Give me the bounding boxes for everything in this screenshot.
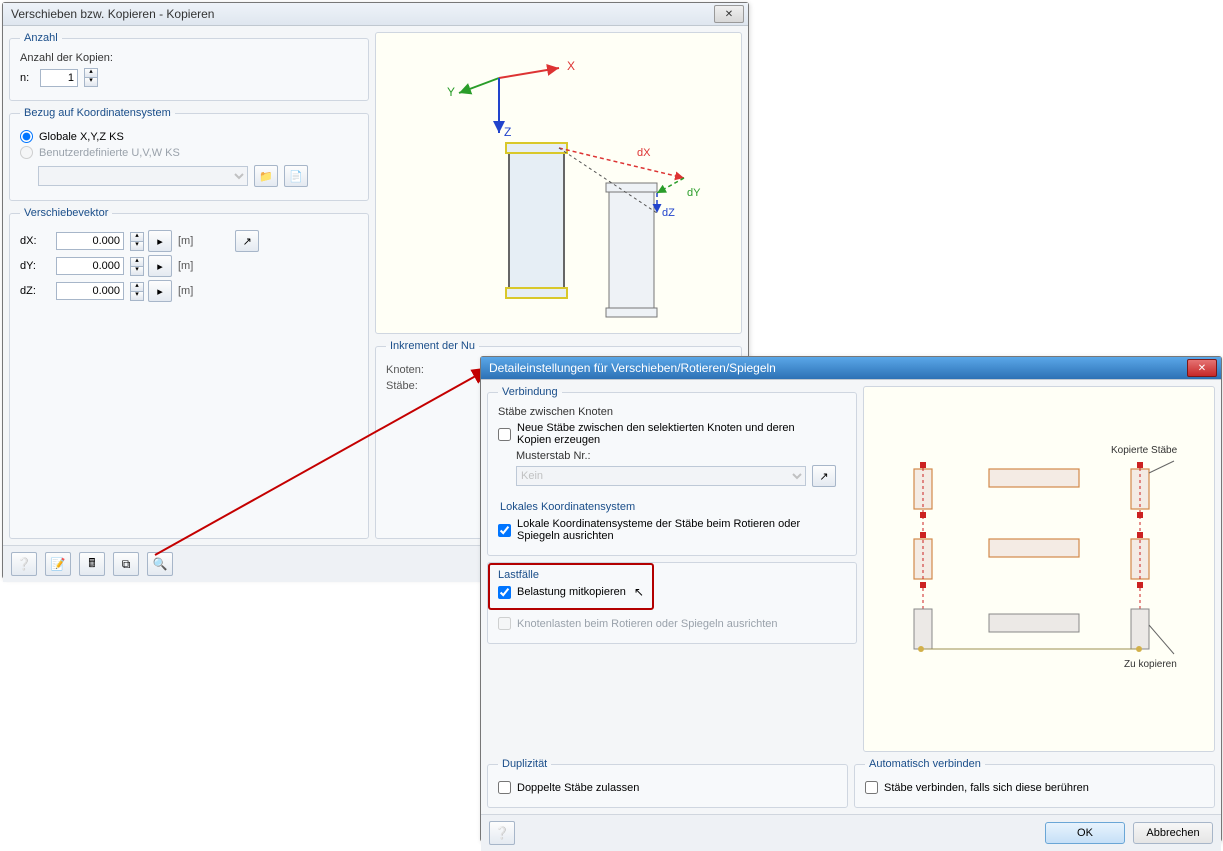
n-spinner[interactable]: ▴▾ (84, 68, 96, 87)
svg-text:X: X (567, 59, 575, 73)
checkbox-create-new-members-label: Neue Stäbe zwischen den selektierten Kno… (517, 422, 817, 446)
calculator-icon[interactable]: 🖩 (79, 552, 105, 576)
checkbox-create-new-members[interactable] (498, 428, 511, 441)
load-cases-legend: Lastfälle (498, 569, 644, 581)
knoten-label: Knoten: (386, 364, 438, 376)
help-icon[interactable]: ❔ (489, 821, 515, 845)
dz-select-icon[interactable]: ▸ (148, 280, 172, 302)
cancel-button[interactable]: Abbrechen (1133, 822, 1213, 844)
checkbox-auto-connect[interactable] (865, 781, 878, 794)
properties-icon[interactable]: 📄 (284, 165, 308, 187)
detail-settings-footer: ❔ OK Abbrechen (481, 814, 1221, 851)
dx-select-icon[interactable]: ▸ (148, 230, 172, 252)
move-copy-titlebar[interactable]: Verschieben bzw. Kopieren - Kopieren ✕ (3, 3, 748, 26)
radio-global-label: Globale X,Y,Z KS (39, 131, 124, 143)
staebe-label: Stäbe: (386, 380, 438, 392)
auto-connect-legend: Automatisch verbinden (865, 758, 985, 770)
detail-settings-title: Detaileinstellungen für Verschieben/Roti… (489, 361, 1187, 375)
cursor-icon: ↖ (634, 585, 644, 599)
checkbox-allow-duplicates-label: Doppelte Stäbe zulassen (517, 782, 639, 794)
dy-select-icon[interactable]: ▸ (148, 255, 172, 277)
connection-group: Verbindung Stäbe zwischen Knoten Neue St… (487, 386, 857, 556)
svg-text:dX: dX (637, 147, 651, 159)
increment-legend: Inkrement der Nu (386, 340, 479, 352)
vector-legend: Verschiebevektor (20, 207, 112, 219)
vector-group: Verschiebevektor dX: ▴▾ ▸ [m] ↗ dY: ▴▾ ▸… (9, 207, 369, 539)
help-icon[interactable]: ❔ (11, 552, 37, 576)
edit-icon[interactable]: 📝 (45, 552, 71, 576)
details-icon[interactable]: ⧉ (113, 552, 139, 576)
local-coord-header: Lokales Koordinatensystem (498, 497, 846, 515)
close-icon[interactable]: ✕ (714, 5, 744, 23)
quantity-legend: Anzahl (20, 32, 62, 44)
dy-spinner[interactable]: ▴▾ (130, 257, 142, 276)
dy-unit: [m] (178, 260, 193, 272)
coord-system-group: Bezug auf Koordinatensystem Globale X,Y,… (9, 107, 369, 201)
checkbox-align-nodal-loads-label: Knotenlasten beim Rotieren oder Spiegeln… (517, 618, 778, 630)
move-copy-illustration: X Y Z (375, 32, 742, 334)
checkbox-allow-duplicates[interactable] (498, 781, 511, 794)
dx-input[interactable] (56, 232, 124, 250)
radio-global[interactable] (20, 130, 33, 143)
pick-member-icon[interactable]: ↗ (812, 465, 836, 487)
dz-input[interactable] (56, 282, 124, 300)
move-copy-title: Verschieben bzw. Kopieren - Kopieren (11, 7, 714, 21)
illus-label-bottom: Zu kopieren (1124, 659, 1177, 670)
svg-text:Y: Y (447, 85, 455, 99)
muster-combo[interactable]: Kein (516, 466, 806, 486)
svg-text:dZ: dZ (662, 207, 675, 219)
checkbox-align-local-label: Lokale Koordinatensysteme der Stäbe beim… (517, 518, 817, 542)
svg-text:dY: dY (687, 187, 701, 199)
checkbox-copy-loads[interactable] (498, 586, 511, 599)
dy-input[interactable] (56, 257, 124, 275)
dz-spinner[interactable]: ▴▾ (130, 282, 142, 301)
ok-button[interactable]: OK (1045, 822, 1125, 844)
copies-label: Anzahl der Kopien: (20, 52, 358, 64)
dy-label: dY: (20, 260, 50, 272)
illus-label-top: Kopierte Stäbe (1111, 445, 1178, 456)
connection-sub-header: Stäbe zwischen Knoten (498, 406, 846, 418)
checkbox-align-local[interactable] (498, 524, 511, 537)
load-cases-group: Lastfälle Belastung mitkopieren ↖ Knoten… (487, 562, 857, 644)
dx-unit: [m] (178, 235, 193, 247)
coord-legend: Bezug auf Koordinatensystem (20, 107, 175, 119)
checkbox-align-nodal-loads[interactable] (498, 617, 511, 630)
dz-unit: [m] (178, 285, 193, 297)
checkbox-auto-connect-label: Stäbe verbinden, falls sich diese berühr… (884, 782, 1089, 794)
checkbox-copy-loads-label: Belastung mitkopieren (517, 586, 626, 598)
folder-icon[interactable]: 📁 (254, 165, 278, 187)
detail-settings-titlebar[interactable]: Detaileinstellungen für Verschieben/Roti… (481, 357, 1221, 380)
detail-settings-dialog: Detaileinstellungen für Verschieben/Roti… (480, 356, 1222, 842)
quantity-group: Anzahl Anzahl der Kopien: n: ▴▾ (9, 32, 369, 101)
dx-label: dX: (20, 235, 50, 247)
duplicity-legend: Duplizität (498, 758, 551, 770)
radio-user-label: Benutzerdefinierte U,V,W KS (39, 147, 180, 159)
close-icon[interactable]: ✕ (1187, 359, 1217, 377)
duplicity-group: Duplizität Doppelte Stäbe zulassen (487, 758, 848, 808)
dz-label: dZ: (20, 285, 50, 297)
radio-user[interactable] (20, 146, 33, 159)
auto-connect-group: Automatisch verbinden Stäbe verbinden, f… (854, 758, 1215, 808)
pick-vector-icon[interactable]: ↗ (235, 230, 259, 252)
svg-text:Z: Z (504, 125, 511, 139)
connection-legend: Verbindung (498, 386, 562, 398)
n-input[interactable] (40, 69, 78, 87)
browse-icon[interactable]: 🔍 (147, 552, 173, 576)
detail-illustration: Kopierte Stäbe Zu kopieren (863, 386, 1215, 752)
n-label: n: (20, 72, 34, 84)
dx-spinner[interactable]: ▴▾ (130, 232, 142, 251)
user-coord-combo[interactable] (38, 166, 248, 186)
muster-label: Musterstab Nr.: (516, 450, 846, 462)
